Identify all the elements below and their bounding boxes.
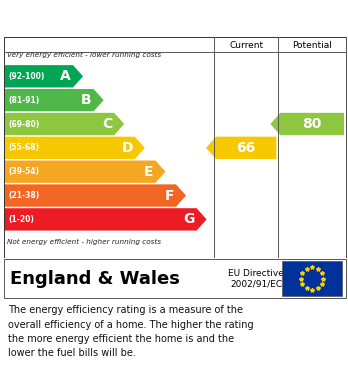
Polygon shape (4, 89, 104, 111)
Text: A: A (60, 69, 71, 83)
Polygon shape (4, 208, 207, 231)
Text: (21-38): (21-38) (8, 191, 39, 200)
Text: (39-54): (39-54) (8, 167, 39, 176)
Text: D: D (121, 141, 133, 155)
Polygon shape (4, 113, 124, 135)
Polygon shape (270, 113, 344, 135)
Text: F: F (165, 188, 174, 203)
Text: (69-80): (69-80) (8, 120, 39, 129)
Text: England & Wales: England & Wales (10, 269, 180, 288)
Polygon shape (4, 65, 83, 88)
Text: Very energy efficient - lower running costs: Very energy efficient - lower running co… (7, 52, 161, 58)
Text: Not energy efficient - higher running costs: Not energy efficient - higher running co… (7, 239, 161, 245)
Polygon shape (4, 185, 186, 207)
Text: The energy efficiency rating is a measure of the
overall efficiency of a home. T: The energy efficiency rating is a measur… (8, 305, 254, 358)
Text: EU Directive
2002/91/EC: EU Directive 2002/91/EC (228, 269, 284, 288)
Text: Energy Efficiency Rating: Energy Efficiency Rating (10, 11, 220, 26)
Text: (1-20): (1-20) (8, 215, 34, 224)
Text: Potential: Potential (292, 41, 332, 50)
Text: Current: Current (229, 41, 263, 50)
Text: B: B (81, 93, 92, 107)
Polygon shape (206, 137, 276, 159)
Polygon shape (4, 137, 145, 159)
Polygon shape (4, 161, 165, 183)
Bar (282, 261, 342, 296)
Text: E: E (144, 165, 153, 179)
Text: (81-91): (81-91) (8, 96, 39, 105)
Text: C: C (102, 117, 112, 131)
Text: 66: 66 (237, 141, 256, 155)
Text: (92-100): (92-100) (8, 72, 45, 81)
Text: (55-68): (55-68) (8, 143, 39, 152)
Text: 80: 80 (302, 117, 322, 131)
Text: G: G (183, 212, 195, 226)
